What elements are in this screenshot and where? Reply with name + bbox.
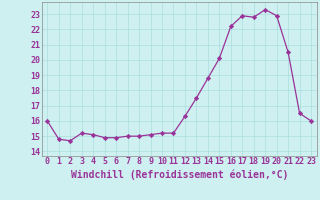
X-axis label: Windchill (Refroidissement éolien,°C): Windchill (Refroidissement éolien,°C) [70, 169, 288, 180]
